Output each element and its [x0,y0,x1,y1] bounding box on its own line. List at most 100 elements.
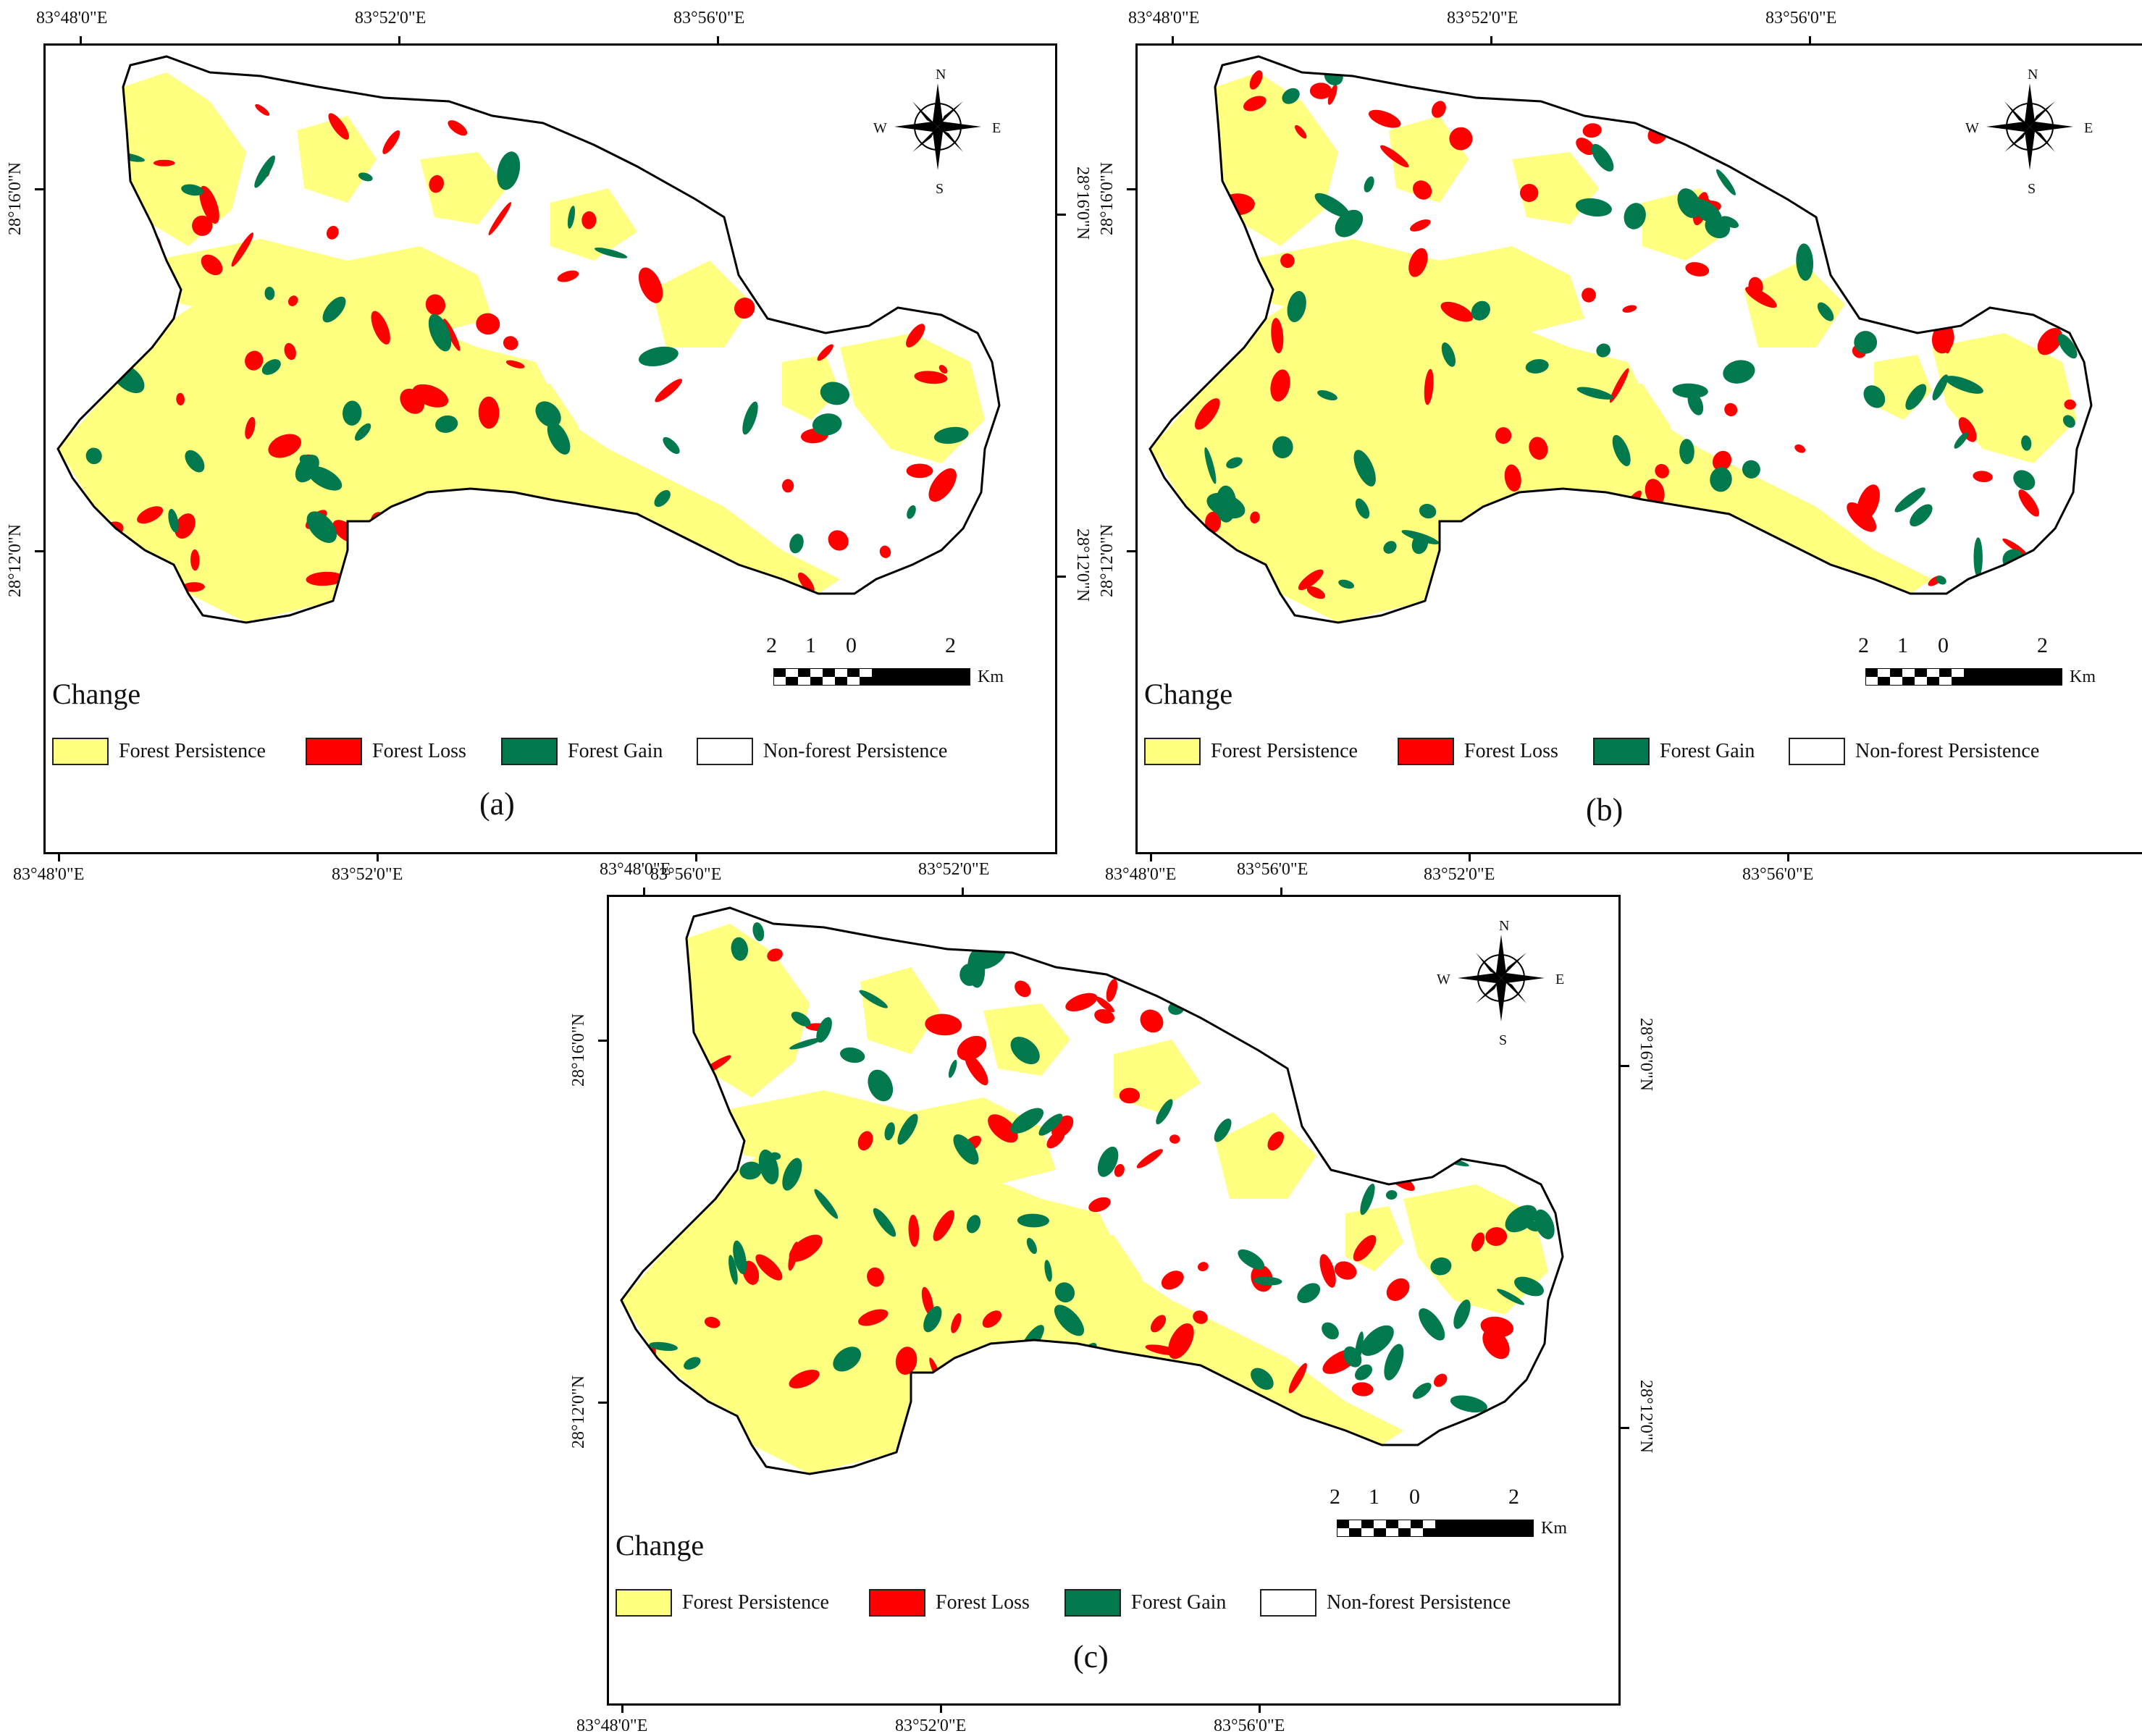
forest-loss-patch [1119,1087,1141,1104]
forest-gain-patch [1385,1189,1398,1200]
forest-loss-patch [1194,398,1220,430]
forest-gain-patch [662,1095,681,1114]
legend-title: Change [616,1529,705,1562]
forest-loss-patch [1685,262,1710,277]
forest-gain-patch [1882,238,1895,267]
scale-bar-unit: Km [2070,667,2096,686]
forest-gain-patch [1354,1364,1373,1381]
forest-loss-patch [176,392,185,405]
forest-gain-patch [1314,193,1350,218]
forest-loss-patch [1853,279,1872,309]
scale-bar-label: 2 [945,633,956,657]
tick-mark [717,36,719,45]
tick-mark [695,853,697,861]
forest-loss-patch [1485,1227,1508,1247]
forest-loss-patch [1065,993,1098,1012]
forest-loss-patch [895,1347,917,1375]
forest-loss-patch [2009,568,2028,594]
forest-gain-patch [731,937,749,961]
forest-gain-patch [707,1415,717,1434]
left-tick-label: 28°16'0"N [1098,161,1117,235]
tick-mark [1127,550,1135,552]
forest-gain-patch [1997,565,2016,593]
scale-bar-label: 2 [1330,1485,1340,1509]
forest-gain-patch [1905,384,1927,410]
bottom-tick-label: 83°48'0"E [1105,865,1177,884]
forest-persistence-patch [297,116,377,203]
forest-gain-patch [1430,1257,1452,1276]
forest-gain-patch [1104,955,1135,970]
forest-gain-patch [1383,541,1397,554]
forest-gain-patch [181,184,204,196]
forest-persistence-patch [652,261,753,347]
forest-gain-patch [1534,1209,1555,1239]
map-panel-a: 83°48'0"E 83°52'0"E 83°56'0"E 83°48'0"E 83°5… [6,9,1092,884]
tick-mark [1787,853,1789,861]
forest-gain-patch [1936,576,1946,585]
forest-loss-patch [1217,233,1230,246]
forest-gain-patch [868,1069,894,1102]
forest-loss-patch [1931,324,1954,354]
forest-loss-patch [182,582,205,592]
forest-loss-patch [928,468,957,502]
forest-loss-patch [988,1114,1018,1143]
top-tick-label: 83°52'0"E [918,860,990,879]
forest-gain-patch [1441,342,1456,367]
forest-loss-patch [1298,569,1324,591]
forest-loss-patch [1094,1008,1115,1024]
forest-loss-patch [1582,123,1602,138]
forest-loss-patch [429,174,444,193]
legend-item: Forest Persistence [52,735,266,768]
scale-bar-label: 1 [805,633,816,657]
forest-loss-patch [1193,1310,1208,1324]
forest-loss-patch [478,396,500,429]
forest-gain-patch [1945,376,1983,394]
forest-gain-patch [1723,360,1755,384]
forest-gain-patch [1054,1282,1075,1303]
top-tick-label: 83°48'0"E [600,860,671,879]
forest-loss-patch [245,350,264,371]
forest-loss-patch [1645,479,1665,506]
forest-loss-patch [2018,489,2039,517]
forest-gain-patch [782,1158,802,1191]
forest-gain-patch [933,426,969,444]
forest-loss-patch [1448,1053,1481,1075]
forest-gain-patch [923,1306,942,1333]
forest-gain-patch [1011,1433,1019,1451]
forest-loss-patch [2002,538,2027,555]
forest-gain-patch [820,382,850,405]
forest-loss-patch [1140,1009,1164,1033]
legend-item: Forest Loss [869,1586,1030,1619]
forest-persistence-patch [860,967,940,1054]
forest-loss-patch [982,1310,1002,1328]
forest-gain-patch [342,400,362,426]
forest-loss-patch [245,416,256,439]
forest-gain-patch [254,155,275,188]
left-tick-label: 28°12'0"N [1098,523,1117,597]
forest-loss-patch [1449,127,1473,151]
forest-gain-patch [358,172,373,182]
forest-loss-patch [1408,248,1428,277]
forest-loss-patch [809,269,827,284]
scale-bar-unit: Km [978,667,1004,686]
forest-loss-patch [382,130,400,154]
top-tick-label: 83°52'0"E [1447,9,1519,28]
forest-gain-patch [261,359,281,375]
forest-loss-patch [255,104,270,116]
forest-gain-patch [966,1215,981,1234]
bottom-tick-label: 83°56'0"E [1742,865,1814,884]
bottom-tick-label: 83°52'0"E [1424,865,1495,884]
forest-gain-patch [1591,143,1614,172]
forest-loss-patch [1918,120,1944,140]
forest-loss-patch [1440,1069,1475,1091]
land-cover-change-layer [1150,56,2091,623]
forest-loss-patch [448,120,468,136]
legend-label: Forest Gain [1660,740,1755,762]
forest-gain-patch [1113,1400,1123,1410]
bottom-tick-label: 83°48'0"E [13,865,85,884]
forest-loss-patch [836,167,857,202]
forest-gain-patch [770,1152,781,1160]
compass-w-label: W [873,120,887,136]
forest-gain-patch [88,101,115,122]
forest-loss-patch [704,1317,721,1328]
